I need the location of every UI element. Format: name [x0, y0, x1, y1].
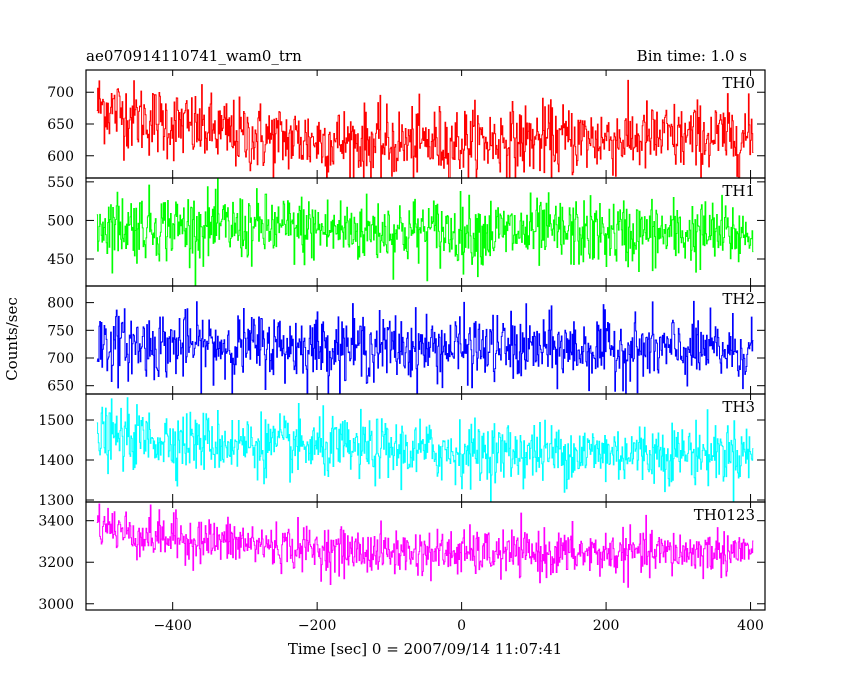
y-tick-label: 550	[47, 175, 74, 191]
x-tick-label: −200	[298, 618, 336, 634]
panel-th0123: 3000 3200 3400 TH0123	[38, 501, 766, 613]
y-tick-label: 700	[47, 351, 74, 367]
panels-group: 600 650 700 TH0 450 500 550 TH1 650 700 750 800 TH2 1…	[38, 69, 766, 613]
panel-name-label: TH2	[722, 290, 755, 308]
x-tick-label: 0	[457, 618, 466, 634]
y-tick-label: 450	[47, 252, 74, 268]
y-tick-label: 3200	[38, 555, 74, 571]
panel-frame	[85, 501, 766, 611]
y-tick-label: 700	[47, 85, 74, 101]
series-line-th2	[96, 300, 754, 394]
x-tick-label: 400	[737, 618, 764, 634]
panel-name-label: TH3	[722, 398, 755, 416]
chart-title: ae070914110741_wam0_trn	[86, 47, 302, 65]
panel-frame	[85, 177, 766, 287]
y-axis-label: Counts/sec	[3, 297, 21, 381]
panel-name-label: TH0	[722, 74, 755, 92]
panel-th1: 450 500 550 TH1	[47, 175, 766, 287]
bin-time-label: Bin time: 1.0 s	[637, 47, 747, 65]
y-tick-label: 500	[47, 213, 74, 229]
x-axis: −400 −200 0 200 400	[153, 618, 763, 634]
y-tick-label: 650	[47, 117, 74, 133]
x-tick-label: −400	[153, 618, 191, 634]
y-tick-label: 3400	[38, 514, 74, 530]
panel-th0: 600 650 700 TH0	[47, 69, 766, 179]
series-line-th0123	[96, 503, 754, 588]
y-tick-label: 750	[47, 323, 74, 339]
series-line-th3	[96, 397, 754, 502]
panel-name-label: TH0123	[694, 506, 755, 524]
x-axis-label: Time [sec] 0 = 2007/09/14 11:07:41	[288, 640, 562, 658]
panel-name-label: TH1	[722, 182, 755, 200]
y-tick-label: 650	[47, 379, 74, 395]
y-tick-label: 1300	[38, 493, 74, 509]
x-tick-label: 200	[593, 618, 620, 634]
panel-th2: 650 700 750 800 TH2	[47, 285, 766, 395]
y-tick-label: 600	[47, 149, 74, 165]
panel-th3: 1300 1400 1500 TH3	[38, 393, 766, 509]
y-tick-label: 1400	[38, 453, 74, 469]
y-tick-label: 1500	[38, 413, 74, 429]
series-line-th1	[96, 178, 754, 286]
series-line-th0	[96, 79, 754, 178]
y-tick-label: 800	[47, 296, 74, 312]
y-tick-label: 3000	[38, 597, 74, 613]
